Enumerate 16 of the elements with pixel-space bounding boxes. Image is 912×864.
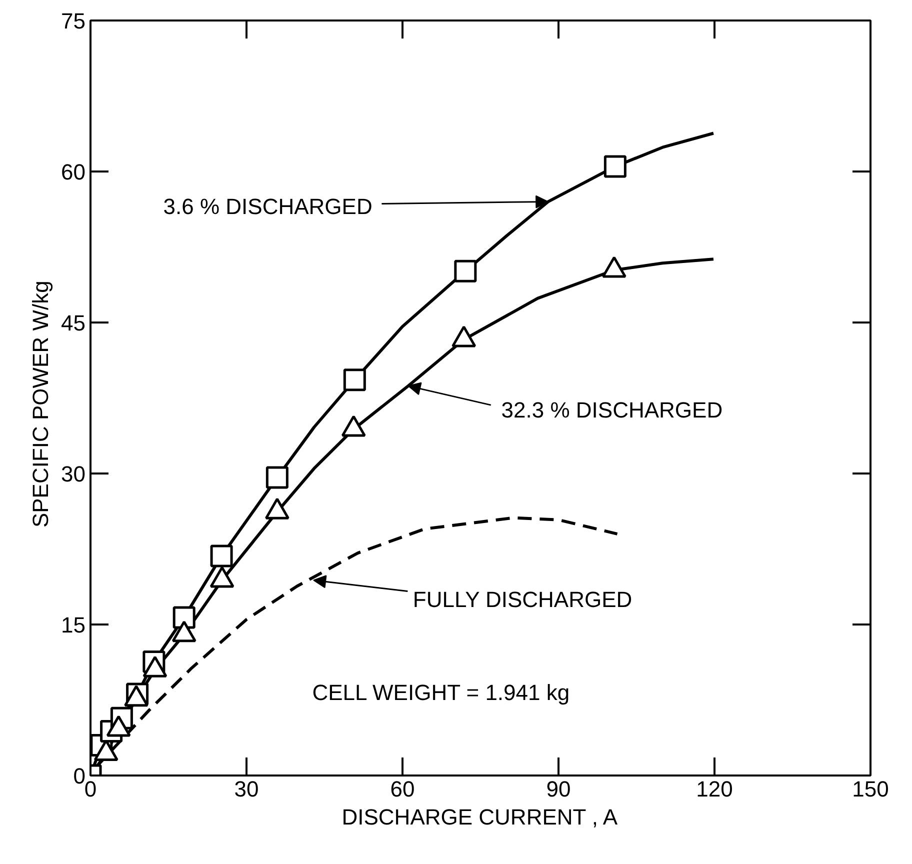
y-tick-label: 30: [61, 462, 86, 486]
y-tick-label: 75: [61, 8, 86, 34]
x-tick-label: 30: [234, 776, 259, 802]
y-tick-label: 45: [61, 310, 86, 336]
annotation: CELL WEIGHT = 1.941 kg: [312, 680, 570, 705]
annotation: 32.3 % DISCHARGED: [501, 398, 723, 423]
annotation: 3.6 % DISCHARGED: [163, 194, 372, 220]
x-axis-title: DISCHARGE CURRENT , A: [342, 804, 618, 830]
annotation: FULLY DISCHARGED: [412, 586, 632, 612]
y-tick-label: 60: [61, 160, 86, 184]
y-tick-label: 15: [61, 612, 86, 638]
y-axis-title: SPECIFIC POWER W/kg: [28, 280, 54, 528]
x-tick-label: 150: [852, 776, 889, 802]
x-tick-label: 120: [696, 776, 733, 802]
x-tick-label: 90: [546, 776, 571, 802]
x-tick-label: 60: [390, 776, 415, 802]
